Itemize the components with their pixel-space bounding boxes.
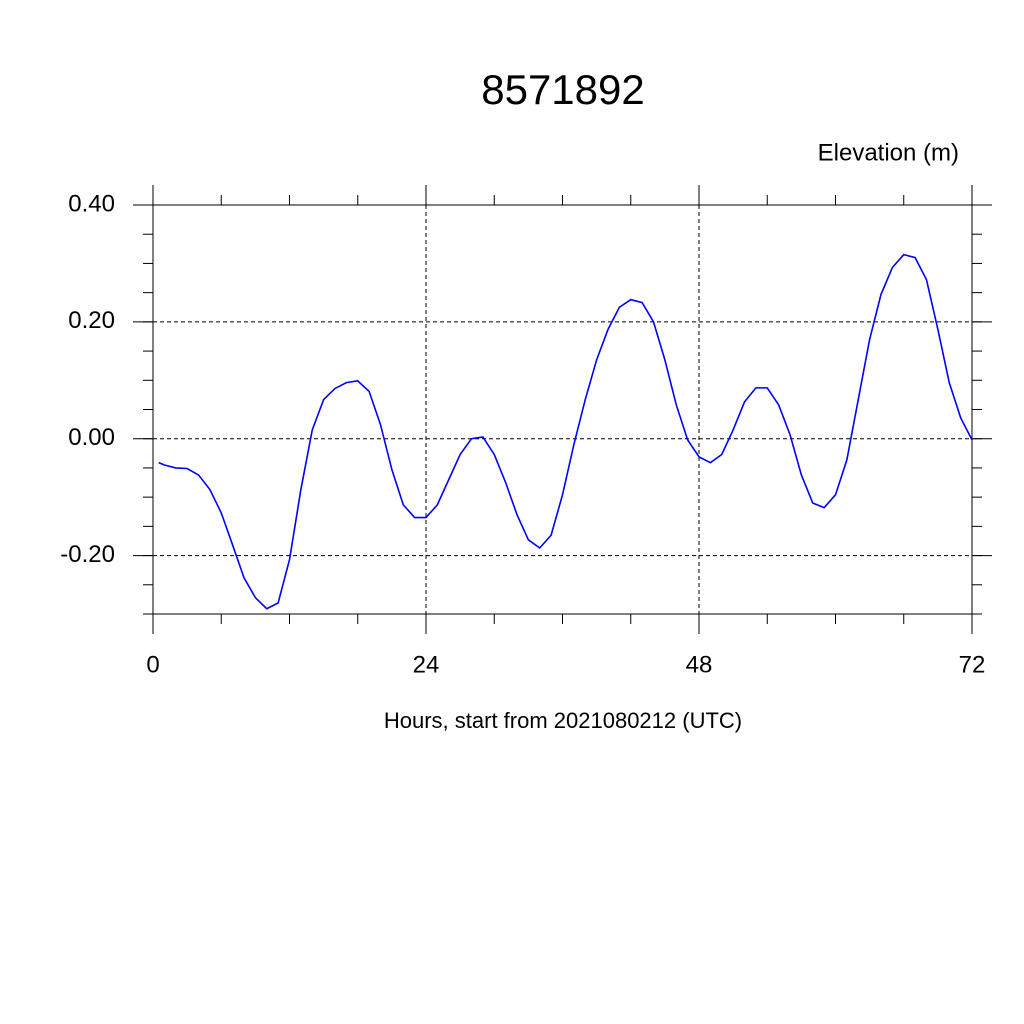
x-tick-label: 72 bbox=[959, 651, 986, 678]
chart-subtitle: Elevation (m) bbox=[818, 139, 959, 166]
data-line bbox=[158, 253, 973, 610]
plot-frame bbox=[152, 204, 973, 615]
y-tick-label: 0.40 bbox=[68, 190, 115, 217]
x-tick-label: 0 bbox=[146, 651, 159, 678]
y-tick-label: -0.20 bbox=[60, 541, 115, 568]
y-tick-label: 0.00 bbox=[68, 424, 115, 451]
y-tick-label: 0.20 bbox=[68, 307, 115, 334]
chart-title: 8571892 bbox=[481, 66, 645, 113]
x-axis-label: Hours, start from 2021080212 (UTC) bbox=[384, 708, 742, 733]
x-tick-label: 24 bbox=[413, 651, 440, 678]
x-tick-label: 48 bbox=[686, 651, 713, 678]
